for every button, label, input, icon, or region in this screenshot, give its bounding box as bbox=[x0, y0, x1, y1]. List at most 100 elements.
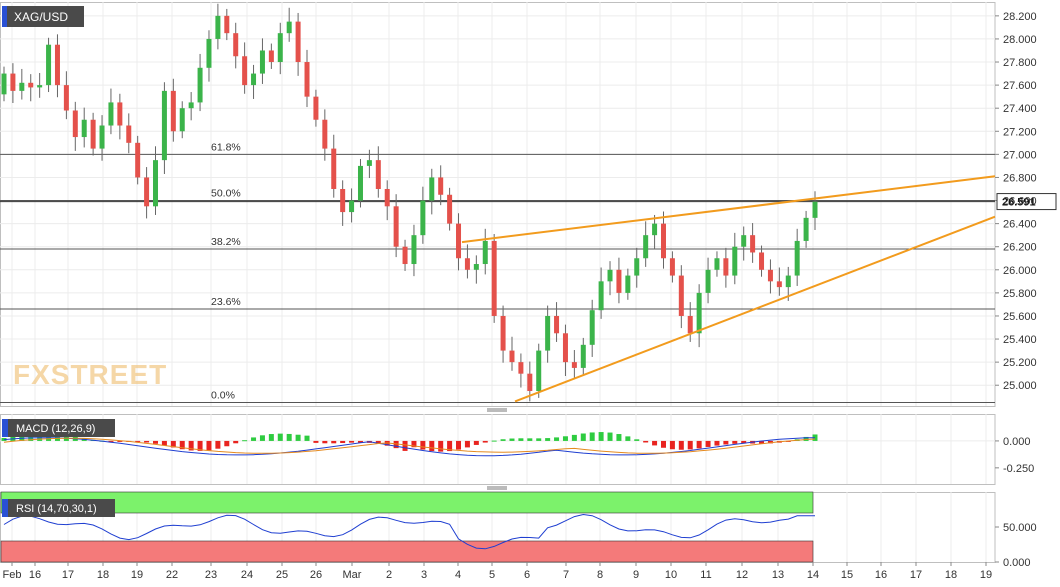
price-tick-label: 27.400 bbox=[1003, 103, 1037, 115]
macd-label: MACD (12,26,9) bbox=[2, 419, 115, 437]
macd-hist-bar bbox=[304, 435, 310, 441]
candle-body bbox=[259, 50, 265, 74]
macd-hist-bar bbox=[669, 440, 675, 450]
candle-body bbox=[785, 275, 791, 288]
x-tick-label: 11 bbox=[700, 569, 711, 581]
macd-hist-bar bbox=[206, 440, 212, 451]
rsi-label: RSI (14,70,30,1) bbox=[2, 499, 115, 517]
candle-body bbox=[206, 38, 212, 68]
macd-hist-bar bbox=[473, 440, 479, 445]
x-tick-label: 25 bbox=[276, 569, 288, 581]
price-tick-label: 28.200 bbox=[1003, 11, 1037, 23]
panel-frame bbox=[0, 414, 996, 485]
macd-hist-bar bbox=[714, 440, 720, 446]
x-tick-label: 10 bbox=[665, 569, 677, 581]
candle-body bbox=[678, 275, 684, 316]
candle-body bbox=[81, 119, 87, 138]
x-tick-label: 9 bbox=[633, 569, 639, 581]
macd-hist-bar bbox=[723, 440, 729, 445]
macd-line bbox=[3, 437, 816, 457]
candle-body bbox=[286, 21, 292, 34]
candle-body bbox=[705, 269, 711, 293]
macd-hist-bar bbox=[144, 440, 150, 443]
macd-hist-bar bbox=[580, 433, 586, 441]
candle-body bbox=[54, 44, 60, 86]
macd-label-text: MACD (12,26,9) bbox=[16, 423, 95, 435]
candle-body bbox=[598, 281, 604, 311]
macd-hist-bar bbox=[660, 440, 666, 448]
candle-body bbox=[607, 269, 613, 282]
macd-label-accent bbox=[2, 419, 8, 437]
x-tick-label: 15 bbox=[841, 569, 853, 581]
candle-body bbox=[545, 315, 551, 351]
x-tick-label: Feb bbox=[3, 569, 22, 581]
symbol-label-accent bbox=[2, 6, 7, 27]
candle-body bbox=[669, 258, 675, 276]
macd-hist-bar bbox=[447, 440, 453, 452]
macd-hist-bar bbox=[438, 440, 444, 452]
fxstreet-watermark: FXSTREET bbox=[13, 359, 167, 390]
x-tick-label: 17 bbox=[910, 569, 922, 581]
macd-hist-bar bbox=[616, 434, 622, 441]
candle-body bbox=[812, 201, 818, 218]
macd-hist-bar bbox=[509, 438, 515, 441]
candle-body bbox=[616, 269, 622, 293]
macd-hist-bar bbox=[277, 433, 283, 441]
macd-hist-bar bbox=[108, 440, 114, 442]
rsi-overbought-zone bbox=[0, 491, 814, 514]
candle-body bbox=[652, 223, 658, 236]
macd-hist-bar bbox=[759, 440, 765, 444]
candle-body bbox=[340, 188, 346, 213]
macd-hist-bar bbox=[634, 439, 640, 441]
macd-hist-bar bbox=[607, 432, 613, 441]
candle-body bbox=[331, 148, 337, 189]
macd-hist-bar bbox=[518, 438, 524, 441]
panel-frame bbox=[0, 2, 996, 407]
macd-hist-bar bbox=[625, 436, 631, 441]
candle-body bbox=[803, 217, 809, 241]
candle-body bbox=[295, 21, 301, 63]
trendlines bbox=[461, 175, 996, 403]
candle-body bbox=[500, 315, 506, 351]
candle-body bbox=[10, 73, 16, 91]
macd-hist-bar bbox=[322, 440, 328, 444]
candle-body bbox=[108, 102, 114, 126]
macd-hist-bar bbox=[696, 440, 702, 449]
candle-body bbox=[144, 177, 150, 207]
candle-body bbox=[384, 188, 390, 207]
macd-hist-bar bbox=[188, 440, 194, 451]
candle-body bbox=[580, 344, 586, 368]
candle-body bbox=[72, 110, 78, 138]
candle-body bbox=[63, 85, 69, 111]
fib-label: 38.2% bbox=[211, 236, 241, 248]
x-tick-label: 19 bbox=[131, 569, 143, 581]
grid bbox=[0, 2, 996, 563]
candle-body bbox=[37, 85, 43, 88]
candle-body bbox=[687, 315, 693, 334]
x-tick-label: 18 bbox=[97, 569, 109, 581]
macd-hist-bar bbox=[153, 440, 159, 444]
candle-body bbox=[242, 56, 248, 86]
macd-hist-bar bbox=[456, 440, 462, 450]
macd-panel: MACD (12,26,9) bbox=[0, 419, 995, 457]
candle-body bbox=[277, 33, 283, 63]
candle-body bbox=[571, 362, 577, 368]
candle-body bbox=[429, 177, 435, 201]
current-price-label: 26.591 bbox=[1002, 197, 1036, 209]
trendline-lower bbox=[514, 215, 996, 403]
price-tick-label: 27.200 bbox=[1003, 126, 1037, 138]
rsi-panel: RSI (14,70,30,1) bbox=[0, 491, 815, 563]
candle-body bbox=[741, 235, 747, 247]
price-tick-label: 27.600 bbox=[1003, 80, 1037, 92]
symbol-label-text: XAG/USD bbox=[14, 10, 68, 24]
macd-hist-bar bbox=[554, 437, 560, 441]
macd-hist-bar bbox=[678, 440, 684, 450]
axes: 26.591 bbox=[11, 0, 1060, 587]
candle-body bbox=[589, 310, 595, 345]
price-tick-label: 27.000 bbox=[1003, 149, 1037, 161]
candle-body bbox=[357, 165, 363, 201]
candle-body bbox=[491, 240, 497, 316]
candle-body bbox=[233, 33, 239, 57]
candle-body bbox=[732, 246, 738, 276]
